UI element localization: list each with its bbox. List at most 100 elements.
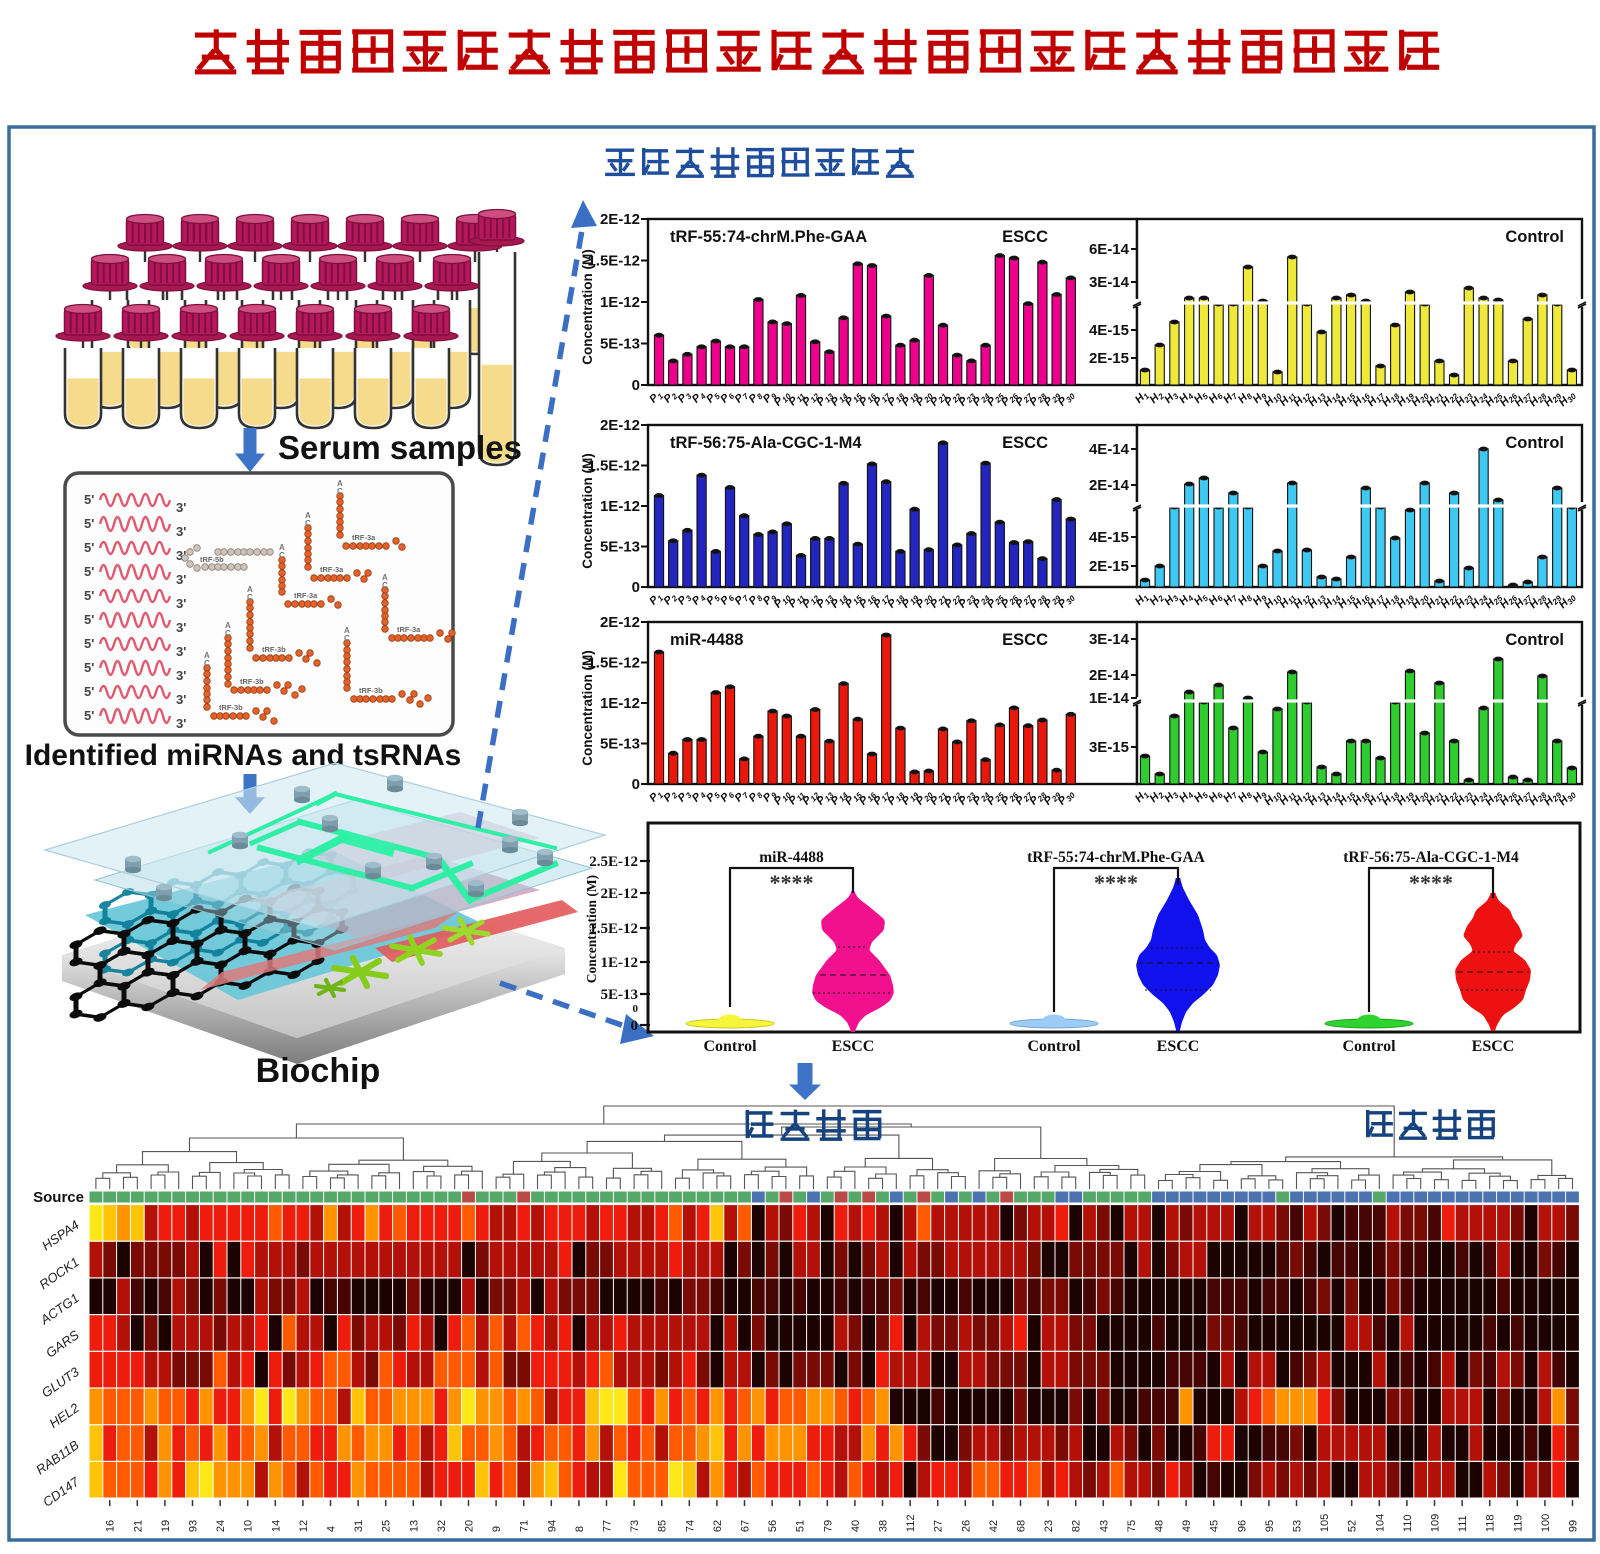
svg-text:104: 104 (1374, 1514, 1386, 1532)
svg-text:A: A (279, 543, 285, 552)
svg-text:31: 31 (353, 1520, 365, 1532)
svg-text:miR-4488: miR-4488 (759, 849, 824, 866)
svg-text:56: 56 (767, 1520, 779, 1532)
svg-text:93: 93 (188, 1520, 200, 1532)
svg-text:tRF-3a: tRF-3a (397, 625, 421, 634)
svg-text:109: 109 (1430, 1514, 1442, 1532)
svg-text:25: 25 (381, 1520, 393, 1532)
svg-text:1.5E-12: 1.5E-12 (589, 921, 638, 937)
svg-text:16: 16 (105, 1520, 117, 1532)
svg-text:Identified miRNAs and tsRNAs: Identified miRNAs and tsRNAs (25, 739, 462, 772)
svg-text:45: 45 (1209, 1520, 1221, 1532)
svg-text:5': 5' (84, 564, 94, 579)
svg-text:3': 3' (176, 572, 186, 587)
svg-text:48: 48 (1154, 1520, 1166, 1532)
svg-text:5': 5' (84, 684, 94, 699)
svg-text:1E-12: 1E-12 (600, 695, 640, 712)
svg-text:82: 82 (1071, 1520, 1083, 1532)
svg-text:A: A (382, 573, 388, 582)
svg-text:5': 5' (84, 660, 94, 675)
svg-text:A: A (337, 479, 343, 488)
svg-text:2.5E-12: 2.5E-12 (589, 854, 638, 870)
svg-text:C: C (204, 659, 210, 668)
svg-text:8: 8 (574, 1526, 586, 1532)
svg-text:C: C (247, 593, 253, 602)
svg-text:21: 21 (132, 1520, 144, 1532)
svg-text:4E-15: 4E-15 (1089, 529, 1129, 546)
svg-text:3E-14: 3E-14 (1089, 274, 1130, 291)
svg-text:tRF-3b: tRF-3b (219, 703, 243, 712)
svg-text:95: 95 (1264, 1520, 1276, 1532)
svg-text:3': 3' (176, 596, 186, 611)
svg-text:5': 5' (84, 492, 94, 507)
svg-text:67: 67 (740, 1520, 752, 1532)
svg-text:12: 12 (298, 1520, 310, 1532)
svg-text:24: 24 (215, 1520, 227, 1532)
svg-text:112: 112 (905, 1515, 917, 1533)
svg-text:52: 52 (1347, 1520, 1359, 1532)
svg-text:tRF-3a: tRF-3a (294, 591, 318, 600)
svg-text:3E-14: 3E-14 (1089, 631, 1130, 648)
svg-text:A: A (305, 511, 311, 520)
svg-text:1E-12: 1E-12 (600, 294, 640, 311)
svg-text:68: 68 (1016, 1520, 1028, 1532)
svg-text:Concentration (M): Concentration (M) (580, 650, 595, 766)
svg-text:Control: Control (1342, 1038, 1396, 1055)
svg-text:40: 40 (850, 1520, 862, 1532)
svg-text:C: C (305, 519, 311, 528)
svg-text:5': 5' (84, 540, 94, 555)
svg-text:2E-15: 2E-15 (1089, 558, 1129, 575)
svg-text:75: 75 (1126, 1520, 1138, 1532)
svg-text:32: 32 (436, 1520, 448, 1532)
svg-text:0: 0 (632, 776, 640, 793)
svg-text:14: 14 (270, 1520, 282, 1532)
svg-text:38: 38 (878, 1520, 890, 1532)
svg-text:4E-14: 4E-14 (1089, 441, 1130, 458)
svg-text:Serum samples: Serum samples (278, 429, 522, 466)
svg-text:118: 118 (1485, 1515, 1497, 1533)
svg-text:51: 51 (795, 1520, 807, 1532)
svg-text:3': 3' (176, 548, 186, 563)
svg-text:10: 10 (243, 1520, 255, 1532)
svg-text:2E-15: 2E-15 (1089, 350, 1129, 367)
svg-text:Biochip: Biochip (256, 1052, 381, 1090)
svg-text:4: 4 (326, 1526, 338, 1532)
svg-text:ESCC: ESCC (1002, 631, 1048, 649)
svg-text:73: 73 (629, 1520, 641, 1532)
svg-text:Source: Source (33, 1189, 84, 1206)
svg-text:110: 110 (1402, 1515, 1414, 1533)
svg-text:A: A (204, 651, 210, 660)
svg-text:tRF-3b: tRF-3b (240, 677, 264, 686)
svg-text:3': 3' (176, 692, 186, 707)
svg-text:****: **** (1409, 870, 1453, 895)
svg-text:tRF-56:75-Ala-CGC-1-M4: tRF-56:75-Ala-CGC-1-M4 (670, 434, 862, 452)
svg-text:1.5E-12: 1.5E-12 (587, 655, 640, 672)
svg-text:5': 5' (84, 516, 94, 531)
svg-text:6E-14: 6E-14 (1089, 241, 1130, 258)
svg-text:85: 85 (657, 1520, 669, 1532)
svg-text:94: 94 (546, 1520, 558, 1532)
svg-text:1.5E-12: 1.5E-12 (587, 458, 640, 475)
svg-text:23: 23 (1043, 1520, 1055, 1532)
svg-text:96: 96 (1236, 1520, 1248, 1532)
svg-text:tRF-3b: tRF-3b (359, 686, 383, 695)
svg-text:5E-13: 5E-13 (600, 539, 640, 556)
svg-text:3': 3' (176, 500, 186, 515)
svg-text:3': 3' (176, 620, 186, 635)
svg-text:77: 77 (602, 1520, 614, 1532)
svg-text:1E-14: 1E-14 (1089, 690, 1130, 707)
svg-text:2E-12: 2E-12 (600, 417, 640, 434)
svg-text:tRF-5b: tRF-5b (200, 555, 224, 564)
svg-text:99: 99 (1568, 1520, 1580, 1532)
svg-text:Control: Control (1505, 434, 1564, 452)
svg-text:tRF-56:75-Ala-CGC-1-M4: tRF-56:75-Ala-CGC-1-M4 (1343, 849, 1519, 866)
svg-text:tRF-3a: tRF-3a (320, 565, 344, 574)
svg-text:5E-13: 5E-13 (600, 336, 640, 353)
svg-text:74: 74 (684, 1520, 696, 1532)
svg-text:9: 9 (491, 1526, 503, 1532)
svg-text:C: C (337, 487, 343, 496)
svg-text:42: 42 (988, 1520, 1000, 1532)
svg-text:2E-12: 2E-12 (600, 211, 640, 228)
svg-text:13: 13 (408, 1520, 420, 1532)
svg-text:A: A (247, 585, 253, 594)
